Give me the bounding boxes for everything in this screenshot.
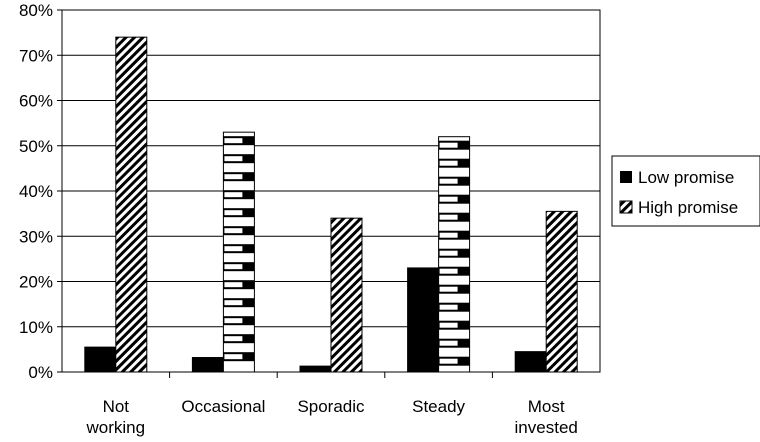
bar-stripe-gap [439,160,458,166]
bar-stripe-gap [224,156,243,162]
y-tick-label: 80% [19,1,53,20]
bar-high-promise [330,217,363,373]
legend-label-high: High promise [638,198,738,217]
legend-box [611,155,760,227]
bar-stripe-gap [224,354,243,360]
bar-stripe-gap [439,232,458,238]
category-label: Occasional [181,397,265,416]
y-tick-label: 60% [19,92,53,111]
y-tick-label: 0% [28,363,53,382]
legend-swatch-high [619,200,633,214]
bar-low-promise [514,351,547,373]
bar-high-promise [545,210,578,373]
category-label: working [86,418,146,437]
bar-stripe-gap [224,210,243,216]
bar-low-promise [191,357,224,373]
axes [61,9,601,378]
bar-stripe-gap [224,264,243,270]
bar-high-promise [115,36,148,373]
bar-low-promise [84,346,117,373]
category-label: Not [103,397,130,416]
legend-swatch-low [620,171,632,183]
bar-low-promise [407,267,440,373]
bar-stripe-gap [439,214,458,220]
y-tick-label: 40% [19,182,53,201]
legend: Low promise High promise [611,155,760,227]
bar-stripe-gap [224,192,243,198]
category-label: Steady [412,397,465,416]
category-label: Sporadic [297,397,365,416]
bar-stripe-gap [439,322,458,328]
bar-stripe-gap [224,138,243,144]
bar-stripe-gap [439,178,458,184]
y-tick-label: 10% [19,318,53,337]
category-label: Most [528,397,565,416]
plot-frame [61,9,601,373]
y-tick-label: 20% [19,273,53,292]
category-labels: Not working Occasional Sporadic Steady Most in… [86,397,578,437]
bar-stripe-gap [439,358,458,364]
bar-stripe-gap [439,340,458,346]
y-tick-labels: 0% 10% 20% 30% 40% 50% 60% 70% 80% [19,1,53,382]
bar-stripe-gap [439,250,458,256]
bar-stripe-gap [224,282,243,288]
bar-stripe-gap [224,174,243,180]
bar-stripe-gap [439,304,458,310]
y-tick-label: 30% [19,227,53,246]
bar-stripe-gap [439,142,458,148]
bar-stripe-gap [439,196,458,202]
bar-stripe-gap [439,286,458,292]
y-tick-label: 70% [19,46,53,65]
bar-stripe-gap [224,336,243,342]
legend-label-low: Low promise [638,168,734,187]
bar-low-promise [299,365,332,373]
y-tick-label: 50% [19,137,53,156]
bar-stripe-gap [224,246,243,252]
category-label: invested [515,418,578,437]
bar-stripe-gap [439,268,458,274]
bar-stripe-gap [224,318,243,324]
bar-stripe-gap [224,300,243,306]
bar-stripe-gap [224,228,243,234]
bars [84,36,578,373]
